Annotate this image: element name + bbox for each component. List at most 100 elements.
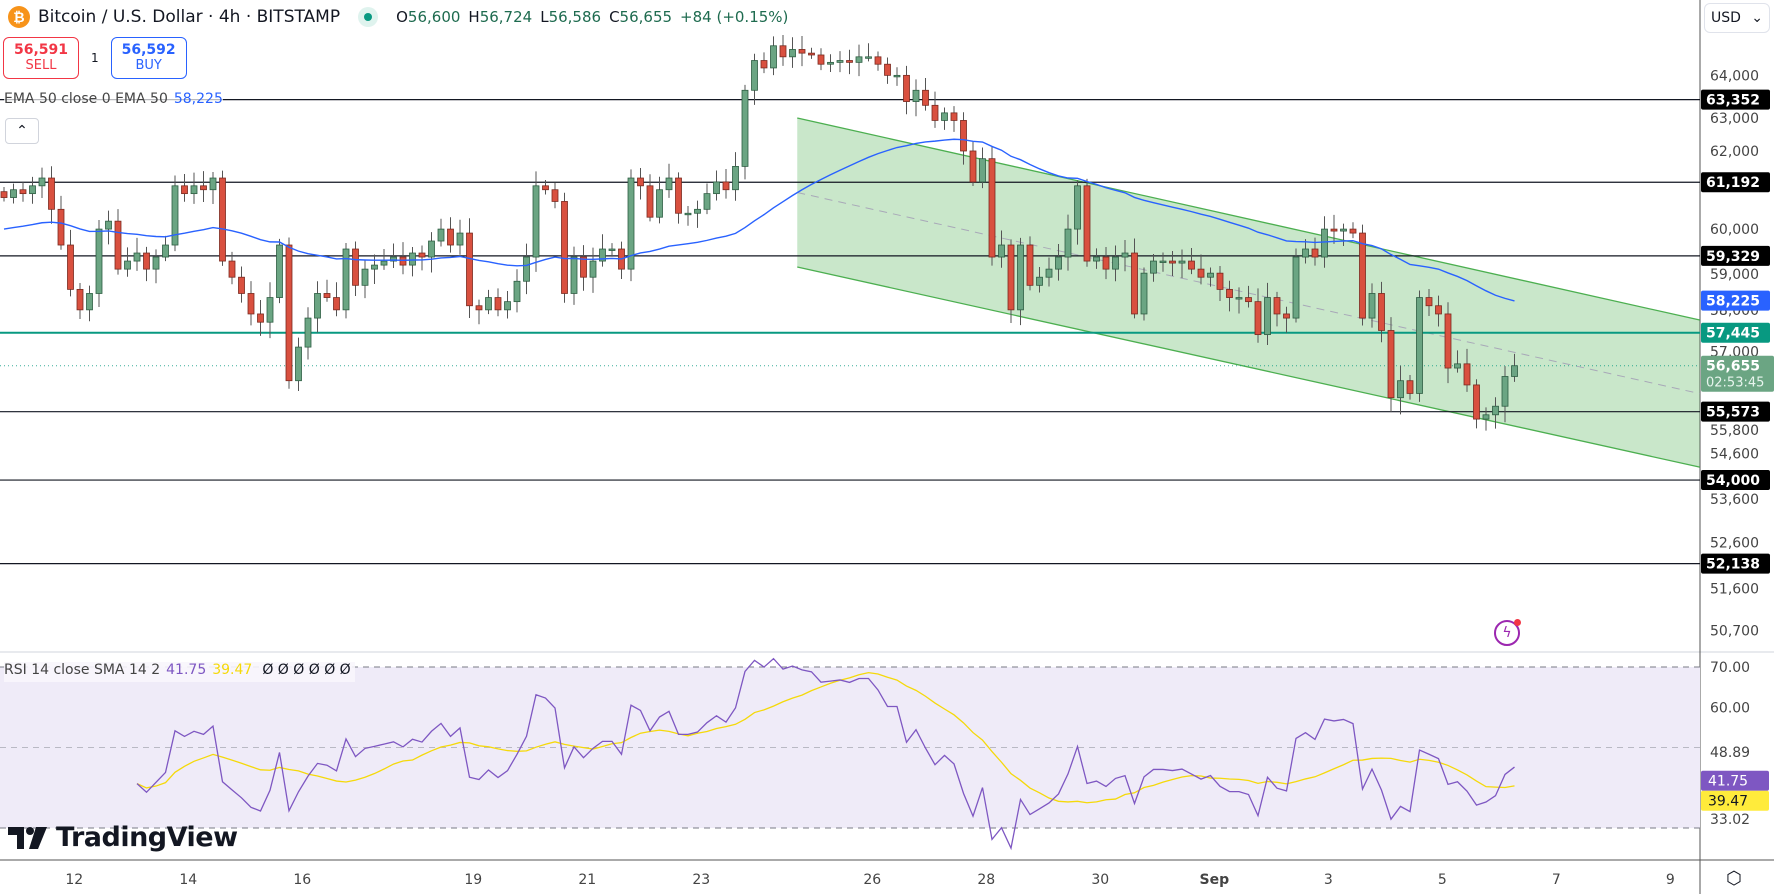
candle xyxy=(608,243,616,257)
candle-body-down xyxy=(551,189,559,202)
candle-body-down xyxy=(542,185,549,191)
candle-body-up xyxy=(1017,244,1024,311)
candle-body-up xyxy=(732,166,739,191)
candle xyxy=(1045,257,1053,287)
candle-body-up xyxy=(190,185,198,195)
rsi-legend[interactable]: RSI 14 close SMA 14 2 41.75 39.47 Ø Ø Ø Ø Ø… xyxy=(4,662,355,682)
candle xyxy=(1140,267,1148,321)
candle xyxy=(352,241,359,296)
candle xyxy=(200,171,207,202)
candle-body-up xyxy=(428,240,435,258)
candle-body-down xyxy=(1330,228,1338,232)
candle xyxy=(409,246,416,277)
candle xyxy=(1444,302,1452,384)
candle xyxy=(1283,306,1290,333)
candle xyxy=(589,247,597,293)
candle-body-down xyxy=(922,89,929,106)
time-axis-label: 7 xyxy=(1552,872,1561,888)
candle xyxy=(760,52,768,74)
candle-body-down xyxy=(675,177,682,214)
candle xyxy=(399,242,407,275)
candle-body-down xyxy=(1378,293,1385,331)
candle xyxy=(333,282,340,317)
candle-body-up xyxy=(1064,228,1072,258)
candle-body-down xyxy=(57,208,65,246)
candle xyxy=(1112,245,1119,282)
candle xyxy=(10,183,17,204)
candle xyxy=(1188,248,1195,275)
candle-body-down xyxy=(1169,260,1176,264)
candle-body-up xyxy=(86,293,93,311)
candle xyxy=(1131,238,1138,319)
rsi-sma-value: 39.47 xyxy=(212,662,253,678)
symbol-title[interactable]: Bitcoin / U.S. Dollar · 4h · BITSTAMP xyxy=(38,7,341,27)
level-badge xyxy=(1701,470,1770,491)
rsi-sma-line[interactable] xyxy=(136,671,1515,804)
price-tick-label: 50,700 xyxy=(1710,623,1759,639)
candle-body-up xyxy=(1368,293,1376,319)
candle xyxy=(523,243,530,295)
candle-body-up xyxy=(912,89,920,102)
candle xyxy=(152,249,160,284)
candle xyxy=(979,147,986,189)
candle xyxy=(1083,178,1091,267)
candle-body-up xyxy=(342,248,350,311)
candle-body-up xyxy=(152,256,160,270)
time-axis-label: 5 xyxy=(1438,872,1447,888)
candle-body-up xyxy=(1150,260,1157,274)
ema-legend[interactable]: EMA 50 close 0 EMA 50 58,225 xyxy=(4,91,223,107)
currency-dropdown[interactable]: USD ⌄ xyxy=(1704,3,1770,33)
buy-button[interactable]: 56,592 BUY xyxy=(110,37,187,79)
candle xyxy=(361,260,369,299)
candle-body-up xyxy=(266,297,274,323)
candle-body-down xyxy=(884,63,891,76)
candle-body-down xyxy=(67,244,74,290)
candle-body-up xyxy=(456,232,464,246)
lightning-alert-icon[interactable]: ϟ xyxy=(1494,619,1521,646)
candle xyxy=(76,283,84,320)
candle-body-down xyxy=(447,228,454,246)
candle-body-up xyxy=(1454,363,1461,369)
candle xyxy=(779,34,787,66)
candle xyxy=(532,171,540,272)
tradingview-logo[interactable]: TradingView xyxy=(8,822,238,853)
candle xyxy=(1074,180,1081,245)
channel-lower-line[interactable] xyxy=(797,266,1700,468)
candle xyxy=(1454,350,1461,373)
candle-body-down xyxy=(1283,313,1290,319)
candle xyxy=(1340,223,1347,246)
ema-50-line[interactable] xyxy=(3,138,1515,302)
candle-body-up xyxy=(485,297,492,311)
candle-body-up xyxy=(1492,405,1499,416)
rsi-line[interactable] xyxy=(136,657,1515,851)
candle xyxy=(893,67,901,86)
candle-body-down xyxy=(1311,248,1319,258)
candle-body-up xyxy=(1511,365,1518,377)
candle-body-up xyxy=(105,220,112,230)
candle xyxy=(874,51,882,71)
candle-body-up xyxy=(1159,260,1167,263)
candle-body-down xyxy=(48,177,55,210)
candle xyxy=(1397,365,1404,415)
candle-body-down xyxy=(1007,244,1015,311)
candle xyxy=(722,169,730,199)
time-axis-label: 12 xyxy=(65,872,83,888)
candle-body-up xyxy=(789,49,796,58)
candle xyxy=(1378,281,1385,343)
candle-body-down xyxy=(988,158,996,258)
candle-body-down xyxy=(1254,301,1262,336)
trade-panel: 56,591 SELL 1 56,592 BUY xyxy=(3,37,187,79)
collapse-legend-button[interactable]: ⌃ xyxy=(5,118,39,144)
price-change: +84 (+0.15%) xyxy=(680,8,789,26)
candle-body-down xyxy=(1188,260,1195,270)
sell-button[interactable]: 56,591 SELL xyxy=(3,37,79,79)
channel-upper-line[interactable] xyxy=(797,117,1700,321)
candle xyxy=(1216,266,1224,301)
candle-body-up xyxy=(1416,297,1423,394)
settings-icon[interactable]: ⬡ xyxy=(1726,868,1742,889)
candle-body-down xyxy=(1463,363,1471,386)
candle-body-down xyxy=(399,256,407,266)
order-quantity[interactable]: 1 xyxy=(91,51,99,65)
candle xyxy=(998,230,1005,268)
